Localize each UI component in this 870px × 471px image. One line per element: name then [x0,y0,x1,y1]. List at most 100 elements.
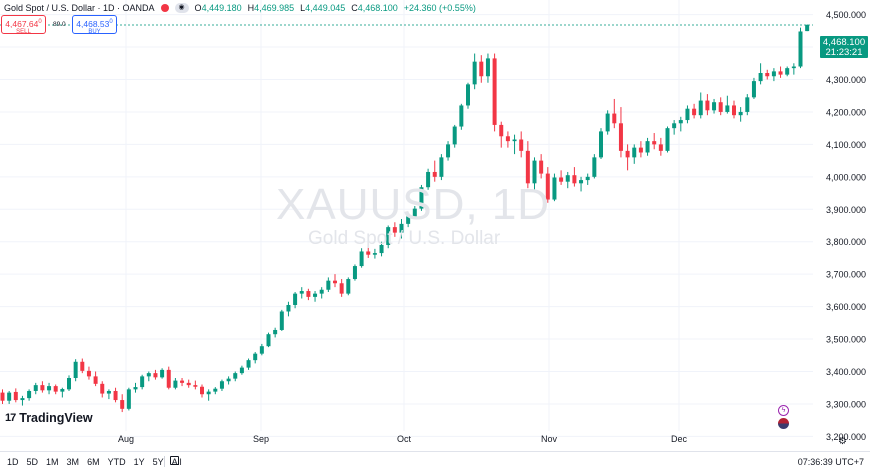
clock[interactable]: 07:36:39 UTC+7 [797,457,864,467]
open-value: 4,449.180 [201,3,242,13]
candle-body [658,144,663,151]
candle [778,66,783,78]
candle [406,214,411,228]
us-flag-event-icon[interactable] [778,418,789,429]
candle [60,387,65,398]
candle-body [233,373,238,379]
open-label: O [194,3,202,13]
candlestick-chart[interactable]: 4,500.0004,400.0004,300.0004,200.0004,10… [0,0,870,451]
candle [539,154,544,179]
candle [279,309,284,331]
candle [120,394,125,413]
candle-body [565,175,570,182]
candle-body [299,291,304,294]
candle-body [13,391,18,401]
high-label: H [247,3,255,13]
candle-body [273,329,278,335]
candle-body [146,373,151,377]
calendar-icon[interactable] [170,456,179,465]
timeframe-ranges: 1D 5D 1M 3M 6M YTD 1Y 5Y All [7,457,182,467]
candle [618,107,623,158]
candle [273,327,278,338]
candle-body [579,180,584,184]
candle-body [745,97,750,112]
candle-body [326,280,331,290]
candle [412,206,417,219]
candle [126,387,131,411]
candle [166,366,171,390]
candle-body [446,144,451,158]
candle [392,222,397,237]
candle [738,107,743,122]
candle-body [80,361,85,371]
range-1d[interactable]: 1D [7,457,19,467]
candle [40,381,45,393]
lightning-event-icon[interactable]: ϟ [778,405,789,416]
candle [306,288,311,301]
candle-body [612,113,617,124]
candle-body [313,293,318,297]
candle-body [605,113,610,132]
range-6m[interactable]: 6M [87,457,100,467]
last-price-label: 4,468.100 21:23:21 [820,36,868,58]
candle-body [160,369,165,378]
price-tick-label: 4,100.000 [826,140,866,150]
price-tick-label: 3,600.000 [826,302,866,312]
buy-button[interactable]: 4,468.530 BUY [72,15,117,35]
candle-body [180,380,185,383]
candle-body [466,84,470,106]
candle [645,137,650,156]
candle-body [712,102,717,111]
candle [565,171,570,189]
candle [485,53,490,83]
candle [725,95,730,114]
sell-button[interactable]: 4,467.640 SELL [1,15,46,35]
candle-body [213,388,218,392]
candle-body [186,382,191,386]
range-5y[interactable]: 5Y [152,457,164,467]
candle-body [665,128,670,151]
range-1y[interactable]: 1Y [133,457,145,467]
range-3m[interactable]: 3M [66,457,80,467]
candle-body [293,293,298,305]
candle-body [439,157,444,177]
candle-body [718,102,723,112]
candle [53,384,58,395]
time-tick-label: Sep [253,434,269,444]
candle-body [705,100,710,111]
symbol-title[interactable]: Gold Spot / U.S. Dollar · 1D · OANDA [4,3,155,13]
candle-body [426,171,431,188]
market-status-icon[interactable] [160,4,169,12]
settings-gear-icon[interactable]: ⚙ [838,436,847,447]
candle [785,66,790,77]
range-1m[interactable]: 1M [46,457,59,467]
price-tick-label: 3,500.000 [826,335,866,345]
candle-body [47,386,52,391]
range-all[interactable]: All [171,457,182,467]
candle [326,277,331,293]
candle-body [585,176,590,181]
candle [206,389,211,401]
candle-body [153,373,158,378]
visibility-icon[interactable]: ◉ [174,3,189,13]
range-ytd[interactable]: YTD [107,457,126,467]
candle [751,77,756,99]
tradingview-logo[interactable]: 17 TradingView [5,411,93,425]
candle-body [100,383,105,394]
candle [745,94,750,116]
candle-body [406,216,411,224]
candle [545,167,550,203]
last-price-value: 4,468.100 [822,37,866,48]
watermark-symbol: XAUUSD, 1D [276,180,551,229]
time-axis[interactable]: Aug Sep Oct Nov Dec [118,434,688,444]
candle [685,105,690,124]
buy-price: 4,468.53 [76,18,110,29]
price-axis[interactable]: 4,500.0004,400.0004,300.0004,200.0004,10… [826,10,866,442]
candle-body [319,289,324,294]
candle [712,98,717,114]
range-5d[interactable]: 5D [26,457,39,467]
candle-body [239,367,244,374]
close-label: C [351,3,358,13]
candle [798,27,803,69]
price-tick-label: 3,400.000 [826,367,866,377]
